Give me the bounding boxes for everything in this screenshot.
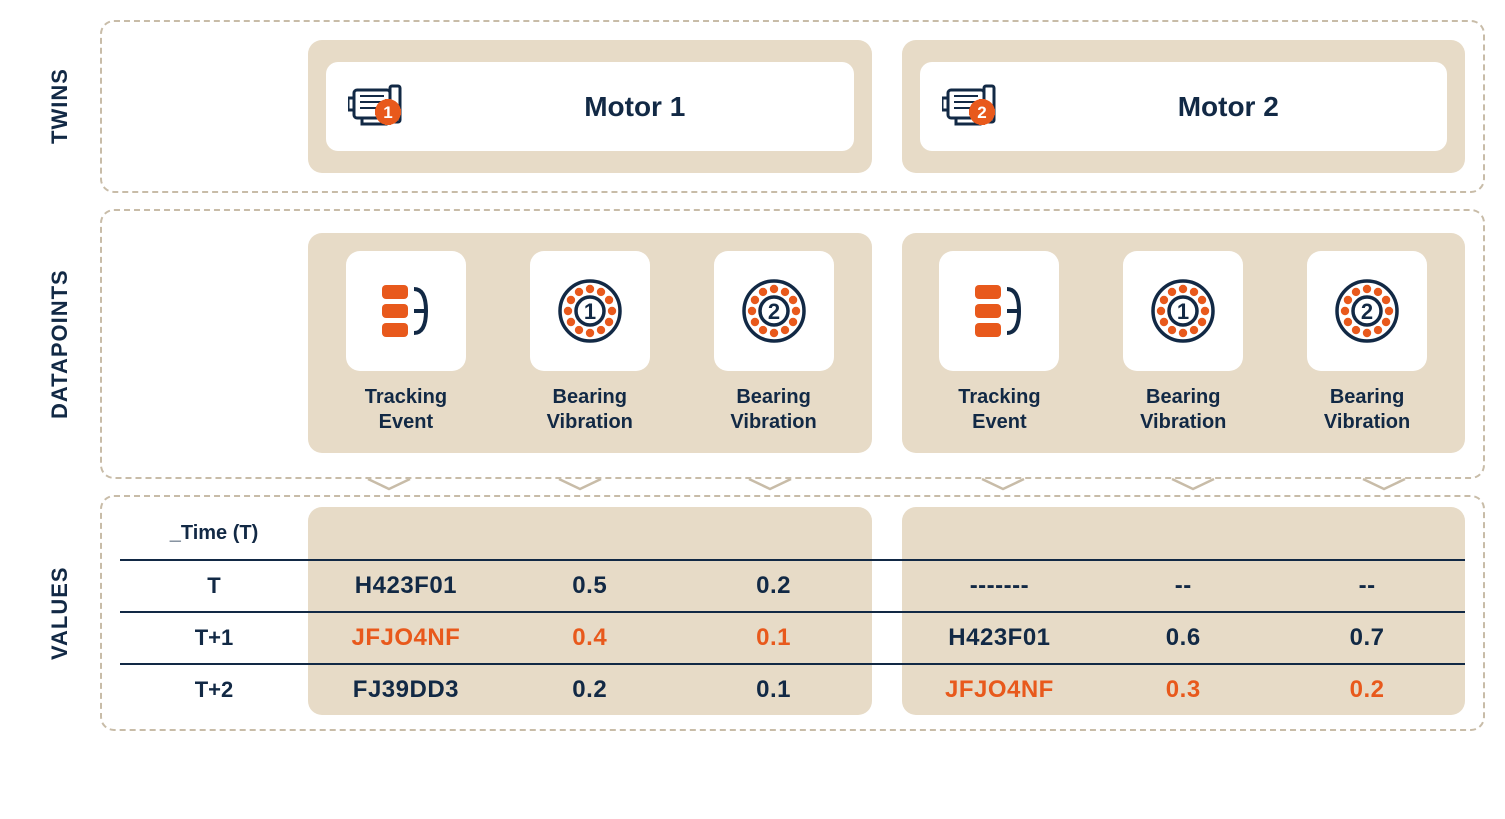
table-row: JFJO4NF 0.3 0.2: [902, 663, 1466, 715]
motor-title-1: Motor 1: [438, 91, 832, 123]
datapoint-card: TrackingEvent: [326, 251, 486, 435]
section-label-twins: TWINS: [20, 20, 100, 193]
value-cell: --: [1287, 572, 1447, 600]
motor-card-1: 1 Motor 1: [326, 62, 854, 151]
time-cell: T+2: [120, 663, 308, 715]
bearing-icon: 2: [1307, 251, 1427, 371]
svg-text:2: 2: [1361, 299, 1373, 324]
datapoint-label: BearingVibration: [547, 385, 633, 435]
datapoints-section: TrackingEvent 1 BearingVibration 2 Beari…: [100, 209, 1485, 479]
value-cell: -------: [920, 572, 1080, 600]
motor-panel-1: 1 Motor 1: [308, 40, 872, 173]
time-cell: T+1: [120, 611, 308, 663]
value-cell: 0.1: [694, 624, 854, 652]
table-row: H423F01 0.5 0.2: [308, 559, 872, 611]
value-cell: 0.2: [694, 572, 854, 600]
value-cell: 0.1: [694, 676, 854, 704]
table-row: H423F01 0.6 0.7: [902, 611, 1466, 663]
motor-badge-2: 2: [977, 103, 986, 122]
table-row: FJ39DD3 0.2 0.1: [308, 663, 872, 715]
bearing-icon: 1: [1123, 251, 1243, 371]
value-cell: H423F01: [920, 624, 1080, 652]
time-cell: T: [120, 559, 308, 611]
value-cell: H423F01: [326, 572, 486, 600]
value-cell: JFJO4NF: [920, 676, 1080, 704]
value-cell: 0.7: [1287, 624, 1447, 652]
datapoint-label: TrackingEvent: [958, 385, 1040, 435]
datapoint-label: BearingVibration: [730, 385, 816, 435]
datapoint-label: TrackingEvent: [365, 385, 447, 435]
value-cell: --: [1103, 572, 1263, 600]
motor-badge-1: 1: [383, 103, 392, 122]
svg-text:1: 1: [584, 299, 596, 324]
tracking-icon: [346, 251, 466, 371]
datapoints-panel-2: TrackingEvent 1 BearingVibration 2 Beari…: [902, 233, 1466, 453]
motor-title-2: Motor 2: [1032, 91, 1426, 123]
datapoint-card: 2 BearingVibration: [694, 251, 854, 435]
value-cell: 0.2: [1287, 676, 1447, 704]
value-cell: 0.2: [510, 676, 670, 704]
datapoint-label: BearingVibration: [1324, 385, 1410, 435]
twins-section: 1 Motor 1: [100, 20, 1485, 193]
time-column: _Time (T) T T+1 T+2: [120, 507, 308, 715]
motor-icon: 1: [348, 76, 412, 137]
tracking-icon: [939, 251, 1059, 371]
motor-icon: 2: [942, 76, 1006, 137]
bearing-icon: 2: [714, 251, 834, 371]
datapoint-card: 2 BearingVibration: [1287, 251, 1447, 435]
svg-text:1: 1: [1177, 299, 1189, 324]
value-cell: 0.5: [510, 572, 670, 600]
table-row: -----------: [902, 559, 1466, 611]
time-header: _Time (T): [120, 507, 308, 559]
datapoints-panel-1: TrackingEvent 1 BearingVibration 2 Beari…: [308, 233, 872, 453]
svg-text:2: 2: [767, 299, 779, 324]
datapoint-card: TrackingEvent: [920, 251, 1080, 435]
value-cell: 0.4: [510, 624, 670, 652]
section-label-values: VALUES: [20, 495, 100, 731]
datapoint-card: 1 BearingVibration: [1103, 251, 1263, 435]
values-panel-2: -----------H423F010.60.7JFJO4NF0.30.2: [902, 507, 1466, 715]
datapoint-card: 1 BearingVibration: [510, 251, 670, 435]
datapoint-label: BearingVibration: [1140, 385, 1226, 435]
bearing-icon: 1: [530, 251, 650, 371]
motor-panel-2: 2 Motor 2: [902, 40, 1466, 173]
value-cell: FJ39DD3: [326, 676, 486, 704]
value-cell: JFJO4NF: [326, 624, 486, 652]
table-row: JFJO4NF 0.4 0.1: [308, 611, 872, 663]
values-panel-1: H423F01 0.5 0.2 JFJO4NF 0.4 0.1 FJ39DD3 0.2 0.1: [308, 507, 872, 715]
value-cell: 0.3: [1103, 676, 1263, 704]
motor-card-2: 2 Motor 2: [920, 62, 1448, 151]
section-label-datapoints: DATAPOINTS: [20, 209, 100, 479]
values-section: _Time (T) T T+1 T+2 H423F010.50.2JFJO4NF…: [100, 495, 1485, 731]
value-cell: 0.6: [1103, 624, 1263, 652]
